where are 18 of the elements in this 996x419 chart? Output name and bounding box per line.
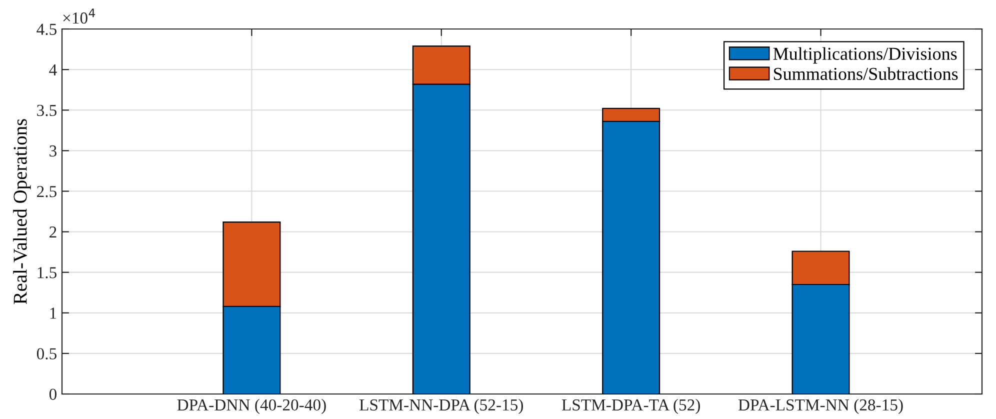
legend-label: Multiplications/Divisions [773,47,957,64]
text: ×10$^{4}$ [63,8,95,24]
x-tick-label: LSTM-DPA-TA (52) [562,398,700,414]
y-tick-label: 3 [50,145,56,157]
y-tick-label: 4 [49,64,57,76]
y-tick-label: 0 [49,388,57,400]
y-tick-label: 1 [50,308,56,319]
y-tick-label: 4.5 [36,24,56,36]
y-tick-label: 2.5 [37,186,56,198]
y-axis-title: Real-Valued Operations [13,119,31,304]
y-tick-label: 3.5 [37,104,56,116]
y-tick-label: 2 [50,226,56,238]
x-tick-label: DPA-LSTM-NN (28-15) [738,398,903,414]
y-tick-label: 1.5 [38,267,56,278]
y-tick-label: 0.5 [36,348,56,360]
legend-label: Summations/Subtractions [774,67,958,80]
x-tick-label: LSTM-NN-DPA (52-15) [360,398,523,414]
x-tick-label: DPA-DNN (40-20-40) [177,398,326,414]
